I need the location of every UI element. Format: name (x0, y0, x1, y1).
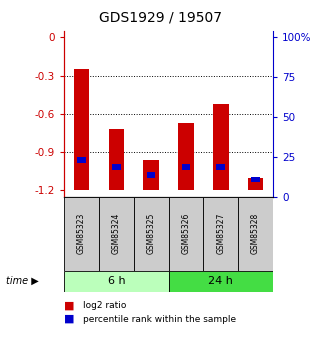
Bar (134, 197, 169, 271)
Text: 6 h: 6 h (108, 276, 125, 286)
Bar (238, 197, 273, 271)
Bar (251, 177, 260, 183)
Bar (112, 165, 121, 170)
Bar (178, 123, 194, 190)
Bar (74, 69, 90, 190)
Bar (203, 197, 238, 271)
Text: ■: ■ (64, 300, 75, 310)
Bar (143, 160, 159, 190)
Text: GDS1929 / 19507: GDS1929 / 19507 (99, 10, 222, 24)
Bar (216, 165, 225, 170)
Bar (99, 197, 134, 271)
Text: GSM85325: GSM85325 (147, 213, 156, 254)
Text: GSM85323: GSM85323 (77, 213, 86, 254)
Text: 24 h: 24 h (208, 276, 233, 286)
Text: ■: ■ (64, 314, 75, 324)
Bar (64, 271, 169, 292)
Bar (213, 104, 229, 190)
Bar (147, 172, 155, 178)
Bar (64, 197, 99, 271)
Text: time ▶: time ▶ (6, 276, 39, 286)
Text: percentile rank within the sample: percentile rank within the sample (83, 315, 237, 324)
Text: GSM85326: GSM85326 (181, 213, 190, 254)
Bar (182, 165, 190, 170)
Bar (169, 197, 203, 271)
Text: log2 ratio: log2 ratio (83, 301, 127, 310)
Bar (77, 157, 86, 162)
Bar (108, 129, 124, 190)
Bar (169, 271, 273, 292)
Text: GSM85328: GSM85328 (251, 213, 260, 254)
Text: GSM85324: GSM85324 (112, 213, 121, 254)
Bar (247, 178, 263, 190)
Text: GSM85327: GSM85327 (216, 213, 225, 254)
